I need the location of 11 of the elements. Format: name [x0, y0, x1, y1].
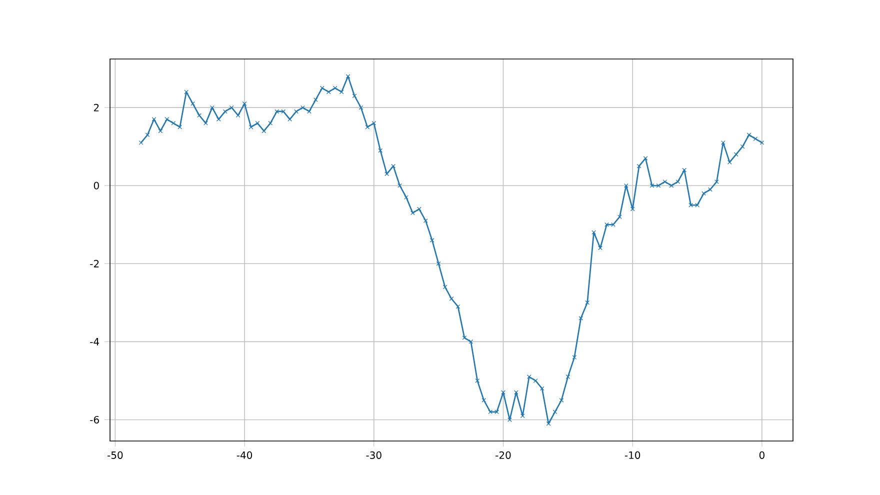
y-tick-label: -2 [90, 260, 99, 268]
x-tick-label: -40 [236, 451, 252, 459]
x-tick-label: -20 [496, 451, 511, 459]
y-tick-label: 2 [94, 104, 99, 112]
x-tick-label: 0 [759, 451, 764, 459]
x-tick-label: -10 [624, 451, 640, 459]
y-tick-label: -6 [90, 416, 99, 424]
x-tick-label: -50 [108, 451, 123, 459]
y-tick-label: 0 [94, 182, 99, 190]
x-tick-label: -30 [366, 451, 382, 459]
y-tick-label: -4 [90, 338, 100, 346]
